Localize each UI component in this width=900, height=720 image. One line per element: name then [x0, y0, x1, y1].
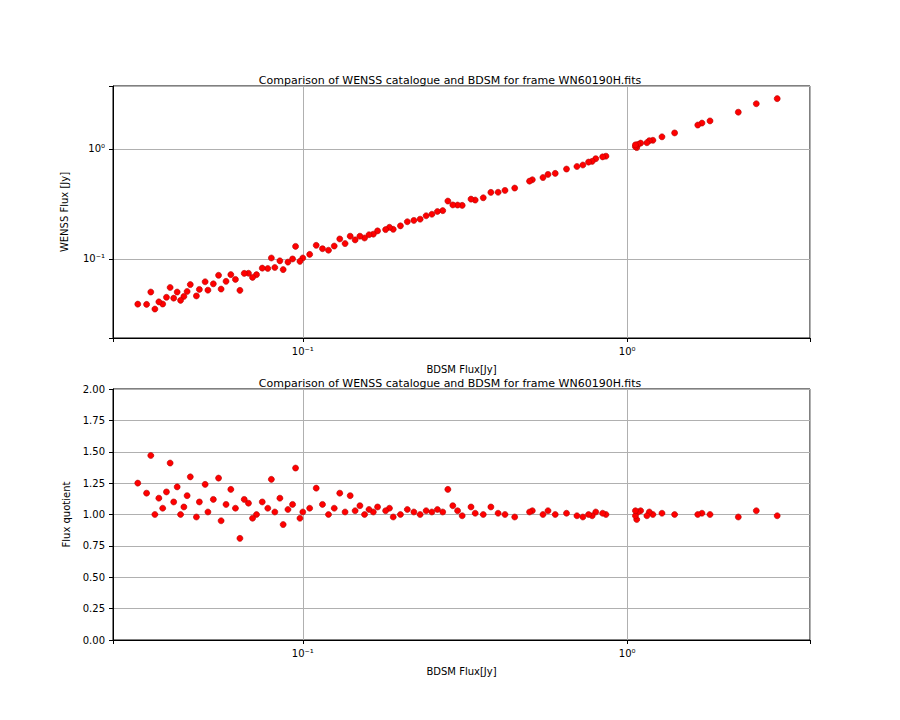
svg-text:BDSM Flux[Jy]: BDSM Flux[Jy]	[426, 666, 496, 677]
svg-text:0.25: 0.25	[83, 603, 105, 614]
svg-text:Flux quotient: Flux quotient	[61, 481, 72, 547]
svg-text:Comparison of WENSS catalogue: Comparison of WENSS catalogue and BDSM f…	[259, 74, 642, 87]
svg-text:10⁻¹: 10⁻¹	[83, 253, 105, 264]
svg-text:10⁻¹: 10⁻¹	[292, 346, 314, 357]
svg-text:10⁰: 10⁰	[88, 143, 105, 154]
svg-text:10⁰: 10⁰	[619, 648, 636, 659]
svg-text:WENSS Flux [Jy]: WENSS Flux [Jy]	[59, 172, 70, 252]
svg-text:0.50: 0.50	[83, 572, 105, 583]
svg-text:0.00: 0.00	[83, 635, 105, 646]
svg-text:2.00: 2.00	[83, 384, 105, 395]
svg-text:BDSM Flux[Jy]: BDSM Flux[Jy]	[426, 364, 496, 375]
svg-text:1.50: 1.50	[83, 446, 105, 457]
svg-text:0.75: 0.75	[83, 540, 105, 551]
svg-text:10⁻¹: 10⁻¹	[292, 648, 314, 659]
svg-text:1.25: 1.25	[83, 478, 105, 489]
svg-text:Comparison of WENSS catalogue: Comparison of WENSS catalogue and BDSM f…	[259, 377, 642, 390]
svg-text:1.75: 1.75	[83, 415, 105, 426]
svg-text:10⁰: 10⁰	[619, 346, 636, 357]
svg-text:1.00: 1.00	[83, 509, 105, 520]
